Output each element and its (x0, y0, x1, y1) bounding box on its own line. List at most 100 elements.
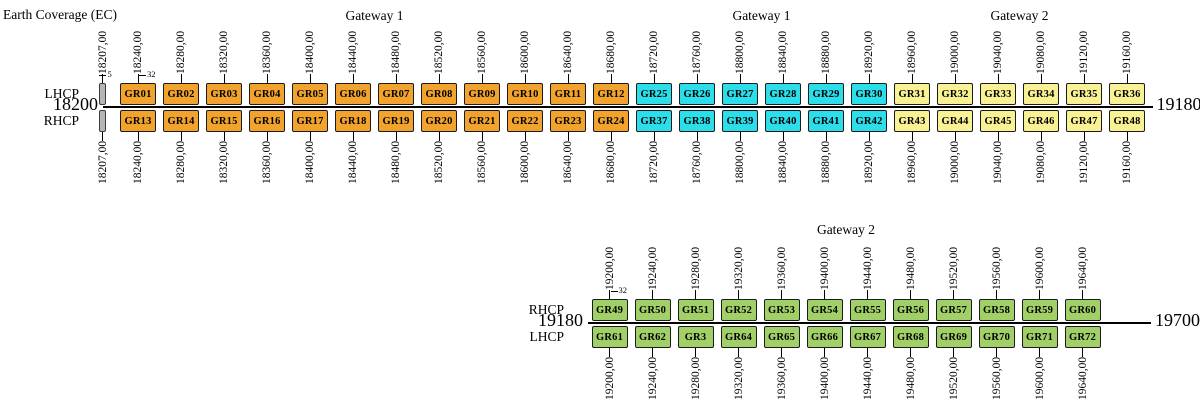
freq-tick-top (696, 74, 698, 83)
freq-label-top: 19480,00 (904, 246, 917, 290)
freq-label-bottom: 18440,00 (347, 141, 359, 185)
channel-box-gr18: GR18 (335, 110, 371, 132)
channel-box-gr49: GR49 (591, 299, 628, 321)
freq-tick-bottom (180, 132, 182, 141)
channel-box-gr27: GR27 (722, 83, 758, 105)
freq-tick-bottom (137, 132, 139, 141)
freq-label-top: 18600,00 (519, 30, 531, 74)
channel-box-gr24: GR24 (593, 110, 629, 132)
channel-box-gr03: GR03 (206, 83, 242, 105)
bandwidth-annotation-line (139, 75, 146, 76)
freq-tick-top (868, 74, 870, 83)
freq-label-top: 18840,00 (777, 30, 789, 74)
freq-label-bottom: 18480,00 (390, 141, 402, 185)
band-end-label: 19180 (1156, 94, 1200, 114)
freq-label-bottom: 19040,00 (992, 141, 1004, 185)
channel-box-gr16: GR16 (249, 110, 285, 132)
freq-label-bottom: 18840,00 (777, 141, 789, 185)
ec-bar (99, 83, 107, 105)
freq-tick-top (352, 74, 354, 83)
freq-label-bottom: 19400,00 (818, 357, 831, 401)
channel-box-gr40: GR40 (765, 110, 801, 132)
channel-box-gr72: GR72 (1064, 326, 1101, 348)
freq-label-bottom: 18400,00 (304, 141, 316, 185)
freq-label-bottom: 18280,00 (175, 141, 187, 185)
freq-tick-bottom (868, 132, 870, 141)
channel-box-gr29: GR29 (808, 83, 844, 105)
freq-label-bottom: 19080,00 (1035, 141, 1047, 185)
freq-label-top: 18640,00 (562, 30, 574, 74)
channel-box-gr15: GR15 (206, 110, 242, 132)
freq-tick-bottom (824, 348, 825, 357)
channel-box-gr53: GR53 (763, 299, 800, 321)
channel-box-gr39: GR39 (722, 110, 758, 132)
freq-label-bottom: 18640,00 (562, 141, 574, 185)
freq-tick-top (867, 290, 868, 299)
freq-tick-bottom (1083, 132, 1085, 141)
freq-tick-top (781, 290, 782, 299)
band-start-label: 18200 (53, 94, 98, 114)
freq-tick-top (695, 290, 696, 299)
channel-box-gr17: GR17 (292, 110, 328, 132)
freq-label-top: 19400,00 (818, 246, 831, 290)
freq-label-bottom: 19280,00 (689, 357, 702, 401)
channel-box-gr04: GR04 (249, 83, 285, 105)
channel-box-gr30: GR30 (851, 83, 887, 105)
freq-label-bottom: 18760,00 (691, 141, 703, 185)
freq-label-bottom: 19440,00 (861, 357, 874, 401)
channel-box-gr54: GR54 (806, 299, 843, 321)
freq-label-bottom: 19600,00 (1033, 357, 1046, 401)
freq-label-bottom: 19000,00 (949, 141, 961, 185)
freq-label-bottom: 18320,00 (218, 141, 230, 185)
freq-tick-top (954, 74, 956, 83)
freq-label-bottom: 18207,00 (96, 141, 109, 185)
channel-box-gr62: GR62 (634, 326, 671, 348)
freq-label-top: 19600,00 (1033, 246, 1046, 290)
channel-box-gr35: GR35 (1066, 83, 1102, 105)
freq-label-bottom: 18560,00 (476, 141, 488, 185)
frequency-axis-line (103, 106, 1153, 108)
freq-label-bottom: 19640,00 (1076, 357, 1089, 401)
earth-coverage-label: Earth Coverage (EC) (3, 7, 117, 22)
freq-label-top: 19640,00 (1076, 246, 1089, 290)
freq-tick-bottom (782, 132, 784, 141)
channel-box-gr59: GR59 (1021, 299, 1058, 321)
freq-tick-top (996, 290, 997, 299)
freq-tick-bottom (695, 348, 696, 357)
channel-box-gr67: GR67 (849, 326, 886, 348)
channel-box-gr09: GR09 (464, 83, 500, 105)
freq-tick-bottom (481, 132, 483, 141)
freq-label-top: 18400,00 (304, 30, 316, 74)
freq-tick-top (1126, 74, 1128, 83)
channel-box-gr34: GR34 (1023, 83, 1059, 105)
freq-tick-top (1083, 74, 1085, 83)
freq-label-bottom: 18800,00 (734, 141, 746, 185)
freq-tick-top (652, 290, 653, 299)
channel-box-gr65: GR65 (763, 326, 800, 348)
freq-label-top: 19280,00 (689, 246, 702, 290)
channel-box-gr68: GR68 (892, 326, 929, 348)
channel-box-gr44: GR44 (937, 110, 973, 132)
channel-box-gr64: GR64 (720, 326, 757, 348)
channel-box-gr70: GR70 (978, 326, 1015, 348)
freq-tick-bottom (352, 132, 354, 141)
freq-label-top: 18360,00 (261, 30, 273, 74)
freq-label-bottom: 18360,00 (261, 141, 273, 185)
freq-label-bottom: 18520,00 (433, 141, 445, 185)
freq-tick-bottom (953, 348, 954, 357)
freq-tick-top (438, 74, 440, 83)
channel-box-gr21: GR21 (464, 110, 500, 132)
freq-label-top: 18560,00 (476, 30, 488, 74)
channel-box-gr01: GR01 (120, 83, 156, 105)
freq-tick-bottom (610, 132, 612, 141)
channel-box-gr23: GR23 (550, 110, 586, 132)
freq-tick-bottom (910, 348, 911, 357)
freq-label-top: 18720,00 (648, 30, 660, 74)
freq-tick-bottom (609, 348, 610, 357)
ec-width-annotation-line (99, 75, 107, 76)
freq-label-top: 18680,00 (605, 30, 617, 74)
freq-tick-top (102, 74, 104, 83)
freq-tick-top (825, 74, 827, 83)
freq-label-bottom: 19120,00 (1078, 141, 1090, 185)
freq-tick-bottom (996, 348, 997, 357)
